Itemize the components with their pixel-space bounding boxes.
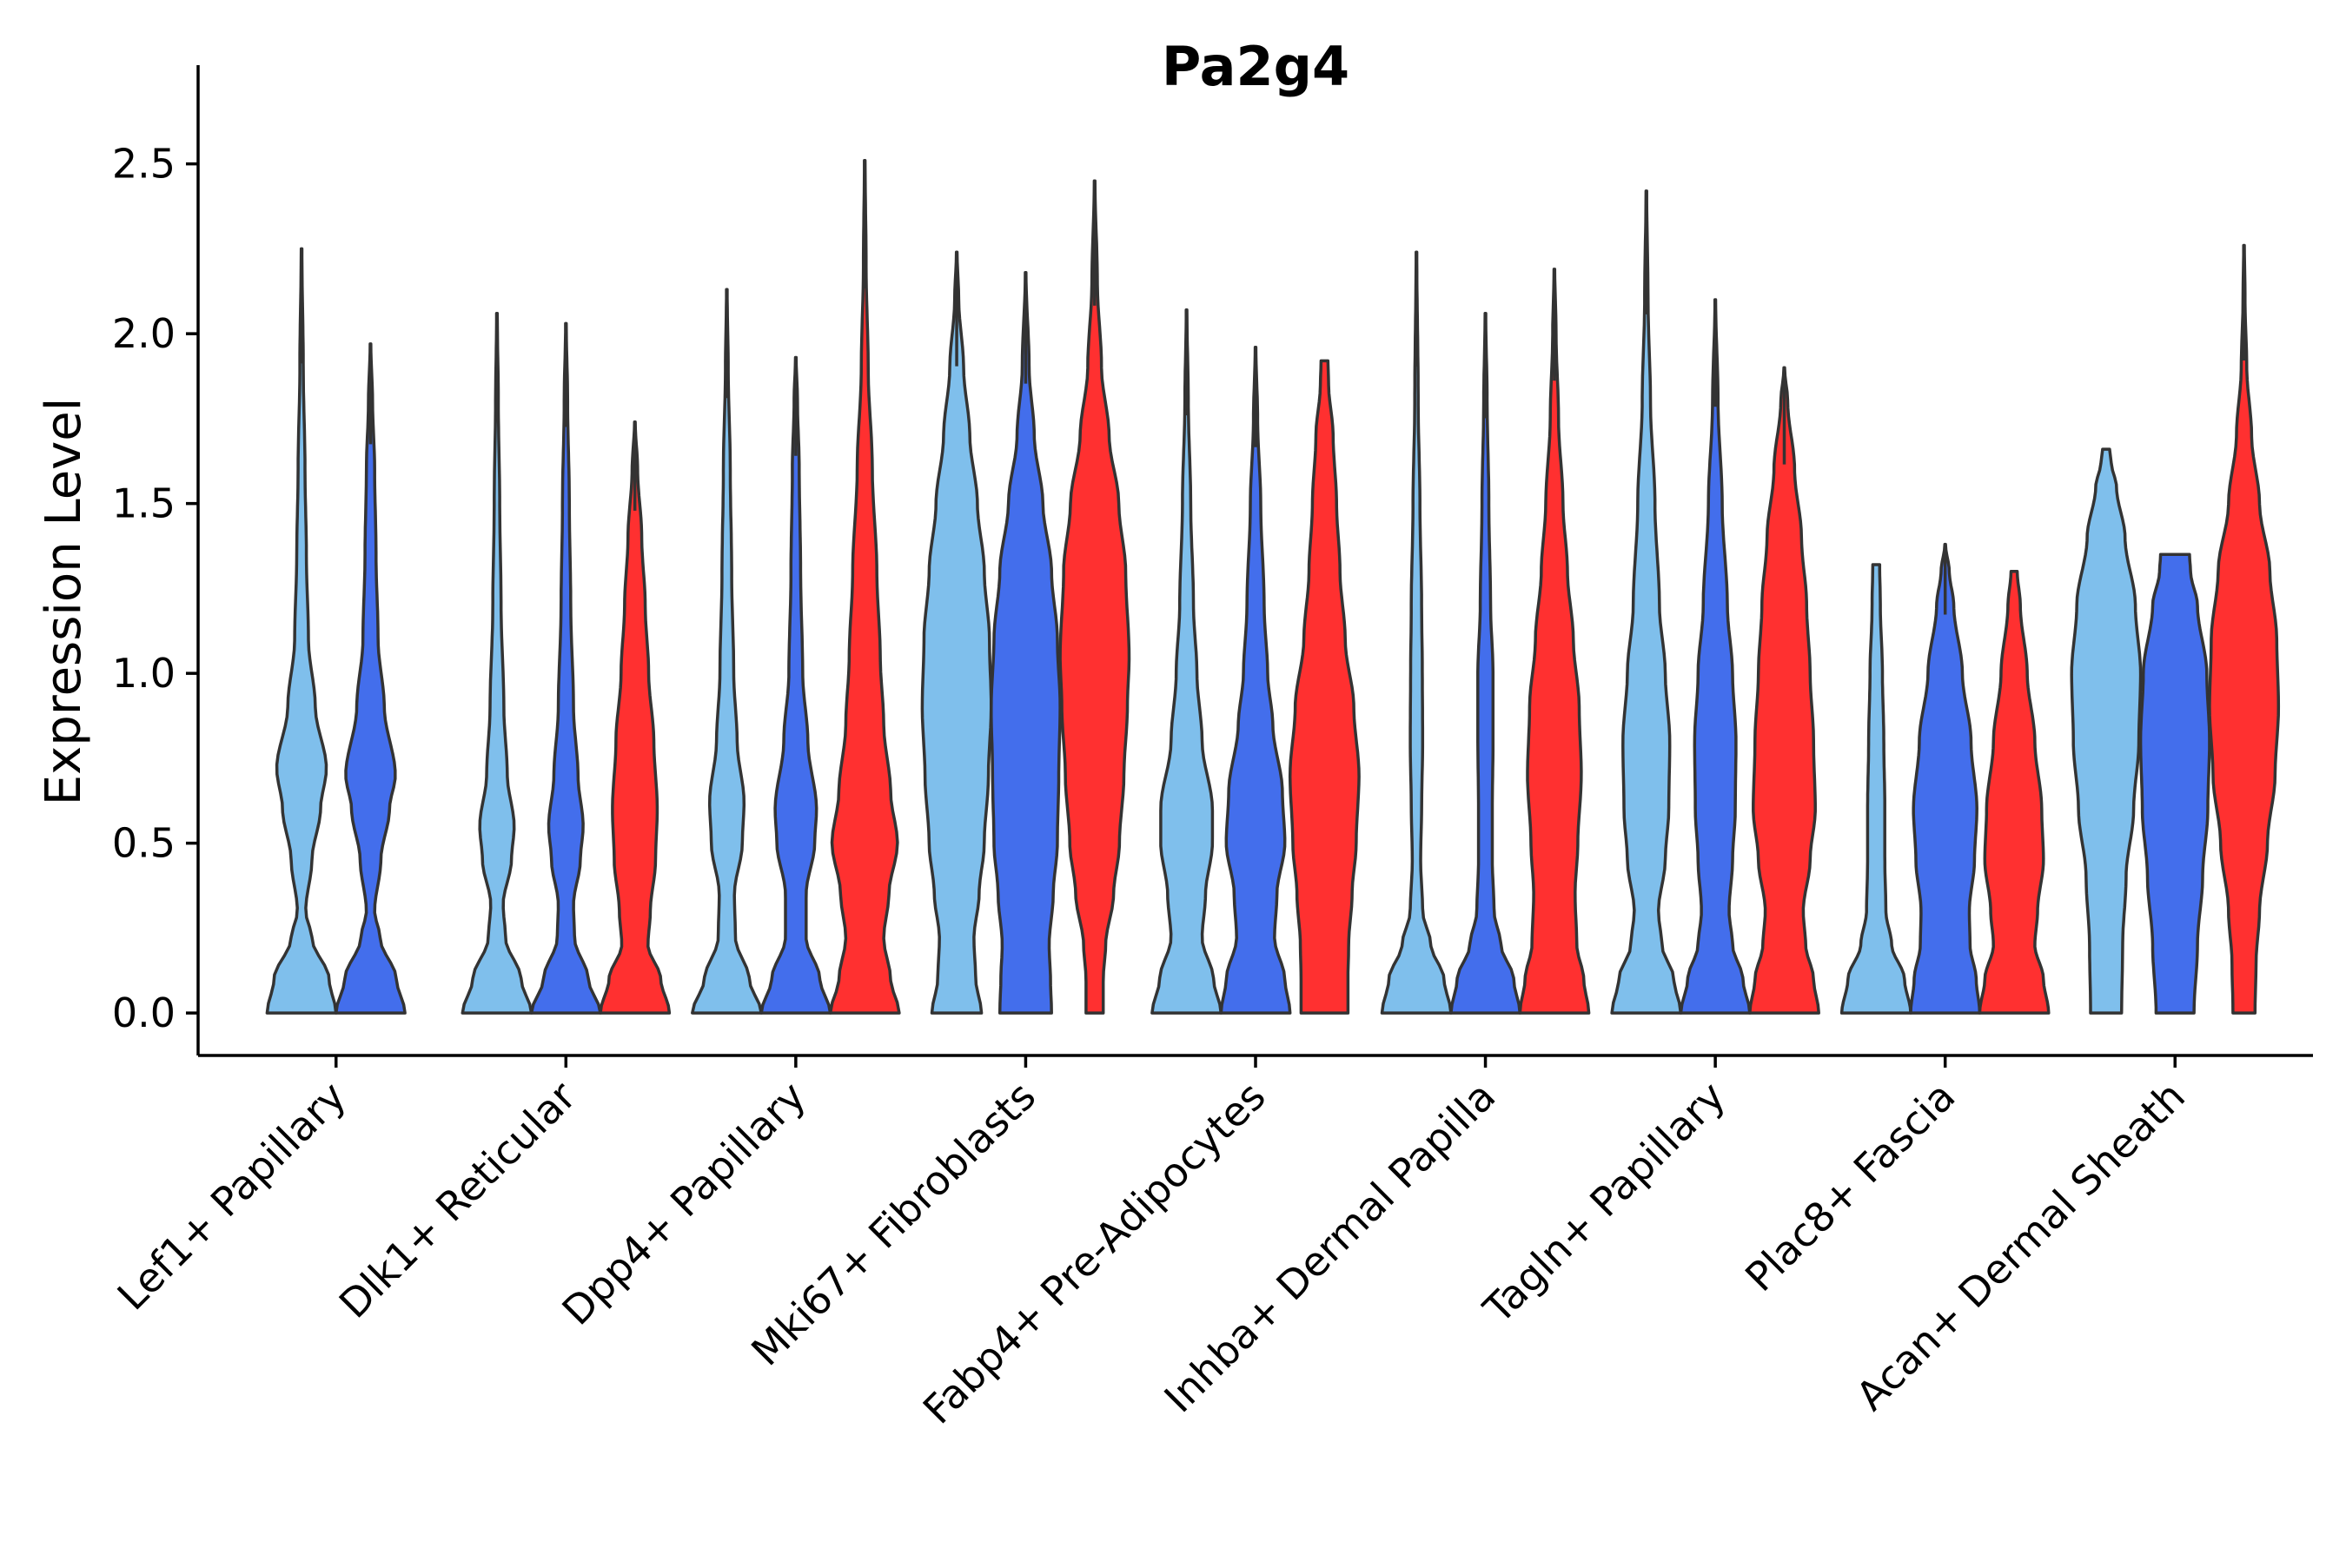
violin-6-3	[1518, 268, 1591, 1015]
violin-8-1	[1839, 563, 1912, 1015]
y-tick-label: 1.0	[112, 650, 176, 697]
x-tick-label: Dlk1+ Reticular	[330, 1073, 585, 1327]
violin-3-3	[828, 158, 901, 1015]
violin-5-2	[1219, 346, 1292, 1015]
violin-group	[265, 158, 2281, 1015]
y-axis-label: Expression Level	[36, 398, 92, 806]
y-tick-label: 2.5	[112, 141, 176, 188]
violin-9-3	[2208, 243, 2281, 1015]
y-tick-label: 1.5	[112, 480, 176, 527]
violin-4-2	[990, 271, 1062, 1015]
violin-7-1	[1610, 189, 1683, 1015]
violin-9-1	[2070, 447, 2143, 1015]
violin-7-2	[1679, 298, 1752, 1015]
violin-3-1	[691, 288, 763, 1015]
x-tick-label: Plac8+ Fascia	[1736, 1073, 1964, 1300]
x-tick-label: Dpp4+ Papillary	[553, 1073, 814, 1334]
y-tick-label: 0.5	[112, 820, 176, 867]
violin-8-3	[1978, 570, 2051, 1015]
violin-4-1	[920, 250, 993, 1015]
y-tick-label: 0.0	[112, 989, 176, 1036]
violin-9-2	[2138, 552, 2211, 1015]
violin-7-3	[1748, 366, 1820, 1015]
violin-2-3	[599, 420, 672, 1015]
violin-1-2	[334, 342, 407, 1015]
violin-2-1	[461, 311, 533, 1015]
violin-5-3	[1288, 359, 1361, 1015]
violin-6-2	[1449, 311, 1522, 1015]
violin-2-2	[529, 321, 602, 1015]
violin-6-1	[1380, 250, 1453, 1015]
x-tick-label: Tagln+ Papillary	[1474, 1073, 1734, 1333]
x-tick-label: Lef1+ Papillary	[109, 1073, 355, 1320]
violin-3-2	[759, 355, 832, 1015]
chart-title: Pa2g4	[1162, 35, 1349, 98]
violin-8-2	[1909, 542, 1982, 1015]
violin-5-1	[1150, 308, 1223, 1015]
y-tick-label: 2.0	[112, 310, 176, 357]
